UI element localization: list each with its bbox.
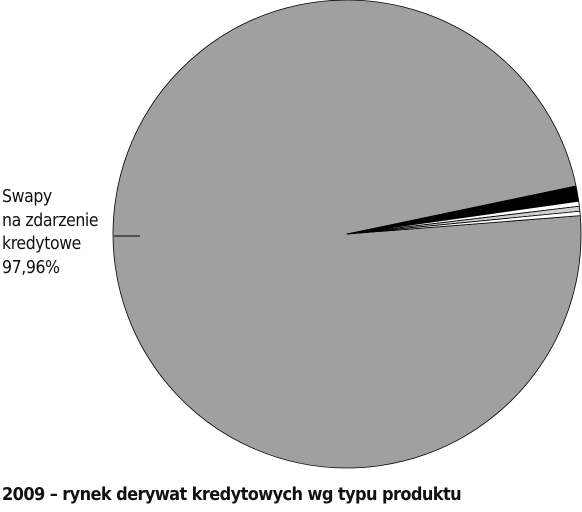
chart-title: 2009 – rynek derywat kredytowych wg typu… [2, 484, 462, 505]
pie-slice-4 [346, 210, 581, 235]
slice-label-line-3: kredytowe [2, 234, 81, 254]
slice-value-label: 97,96% [2, 257, 60, 278]
pie-slices [112, 0, 582, 469]
slice-label-line-1: Swapy [2, 187, 52, 207]
slice-label-line-2: na zdarzenie [2, 210, 99, 231]
slice-label-swapy: Swapy na zdarzenie kredytowe 97,96% [2, 186, 99, 280]
